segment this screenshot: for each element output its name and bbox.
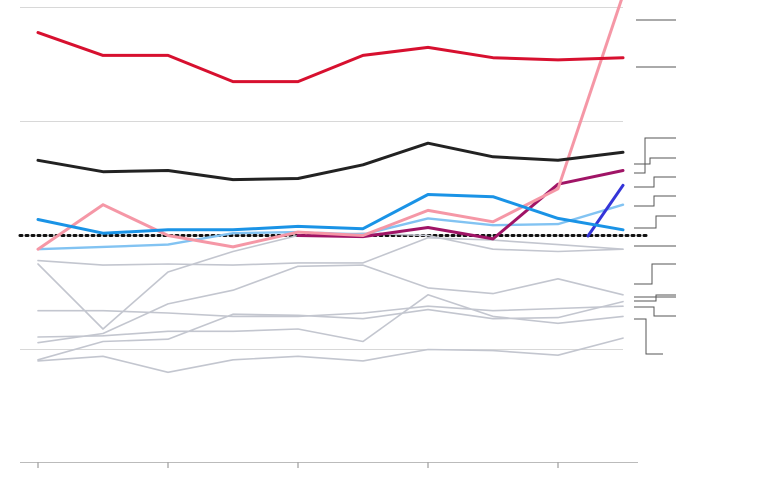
- series-lines: [36, 0, 625, 374]
- series-line-black-12: [36, 141, 625, 182]
- label-connector: [634, 263, 676, 285]
- series-line-gray-5: [37, 294, 624, 343]
- label-connector: [634, 215, 676, 229]
- series-line-gray-3: [37, 264, 624, 344]
- label-connector: [634, 157, 676, 165]
- label-connectors: [634, 19, 676, 355]
- series-line-indigo-8: [586, 183, 625, 238]
- series-line-gray-2: [37, 305, 624, 318]
- label-connector: [634, 137, 676, 174]
- series-line-red-13: [36, 31, 625, 84]
- label-connector: [634, 176, 676, 188]
- series-line-gray-6: [37, 337, 624, 374]
- series-line-gray-4: [37, 300, 624, 361]
- label-connector: [634, 294, 676, 302]
- x-axis: [20, 462, 638, 468]
- series-line-pink-10: [36, 0, 623, 251]
- label-connector: [634, 306, 676, 317]
- gridlines: [20, 7, 623, 350]
- series-line-gray-1: [37, 237, 624, 266]
- label-connector: [634, 318, 663, 355]
- series-line-blue-11: [36, 193, 625, 235]
- label-connector: [634, 195, 676, 207]
